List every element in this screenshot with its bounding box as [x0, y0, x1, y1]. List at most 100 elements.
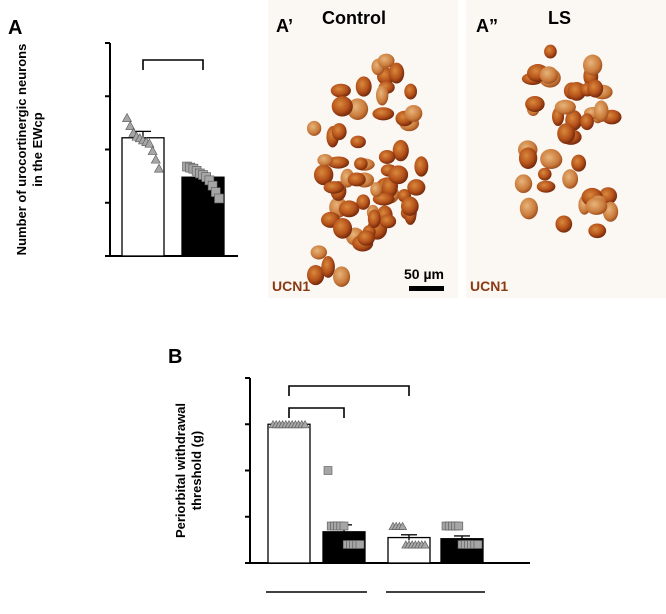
stained-neuron [544, 44, 557, 59]
micrograph-control-corner-label: A’ [276, 16, 293, 36]
y-axis-label-line: threshold (g) [189, 431, 204, 510]
stained-neuron [357, 230, 375, 246]
micrograph-ls-cells [514, 44, 622, 239]
stained-neuron [378, 149, 396, 164]
stained-neuron [585, 197, 608, 215]
data-point [420, 540, 430, 549]
stained-neuron [537, 167, 552, 181]
y-axis-label-line: Periorbital withdrawal [173, 403, 188, 538]
stained-neuron [370, 182, 383, 198]
data-point [398, 521, 408, 530]
bar [267, 423, 311, 564]
data-point [323, 466, 333, 475]
chart-a: Number of urocortinergic neuronsin the E… [14, 42, 238, 257]
stained-neuron [350, 135, 366, 149]
stained-neuron [379, 214, 397, 229]
stained-neuron [571, 154, 587, 172]
micrograph-control-cells [306, 53, 429, 287]
stained-neuron [392, 139, 409, 162]
stained-neuron [562, 169, 579, 189]
micrograph-control: A’ Control UCN1 50 µm [268, 0, 458, 298]
stained-neuron [356, 194, 371, 210]
stained-neuron [338, 200, 360, 218]
stained-neuron [333, 266, 351, 287]
data-point [214, 193, 224, 204]
stained-neuron [375, 85, 389, 106]
chart-b: Periorbital withdrawalthreshold (g) [173, 377, 530, 593]
y-axis-label: Periorbital withdrawalthreshold (g) [173, 403, 204, 538]
micrograph-ls-stain-label: UCN1 [470, 278, 508, 294]
data-point [473, 540, 483, 549]
stained-neuron [404, 83, 418, 100]
stained-neuron [518, 147, 538, 169]
stained-neuron [414, 156, 429, 177]
stained-neuron [327, 156, 350, 169]
stained-neuron [323, 181, 345, 194]
stained-neuron [317, 153, 333, 167]
bar [121, 137, 165, 257]
stained-neuron [347, 172, 366, 187]
data-point [153, 163, 165, 173]
micrograph-control-stain-label: UCN1 [272, 278, 310, 294]
data-point [121, 112, 133, 122]
significance-bracket [288, 385, 410, 396]
stained-neuron [354, 157, 368, 171]
significance-bracket [142, 59, 204, 70]
stained-neuron [519, 197, 538, 220]
micrograph-ls-background [466, 0, 666, 298]
stained-neuron [330, 83, 351, 98]
stained-neuron [514, 174, 533, 194]
micrograph-ls: A” LS UCN1 [466, 0, 666, 298]
stained-neuron [404, 104, 423, 122]
stained-neuron [555, 215, 573, 233]
data-point [125, 120, 136, 130]
stained-neuron [331, 123, 347, 141]
y-axis-label: Number of urocortinergic neuronsin the E… [14, 44, 45, 256]
data-point [300, 420, 310, 429]
panel-letter-b: B [168, 346, 182, 368]
micrograph-scalebar-label: 50 µm [404, 266, 444, 282]
stained-neuron [331, 96, 353, 117]
stained-neuron [310, 245, 328, 260]
stained-neuron [313, 164, 334, 186]
stained-neuron [580, 113, 594, 131]
stained-neuron [321, 256, 335, 278]
data-point [339, 521, 349, 531]
stained-neuron [372, 107, 395, 121]
stained-neuron [333, 217, 353, 239]
micrograph-ls-title: LS [548, 8, 571, 28]
stained-neuron [355, 76, 372, 97]
micrograph-control-title: Control [322, 8, 386, 28]
stained-neuron [540, 150, 563, 169]
stained-neuron [377, 53, 395, 68]
stained-neuron [587, 79, 604, 98]
y-axis-label-line: in the EWcp [30, 112, 45, 186]
stained-neuron [367, 209, 381, 229]
data-point [147, 145, 158, 155]
data-point [454, 521, 464, 531]
stained-neuron [539, 66, 558, 84]
stained-neuron [525, 96, 545, 113]
stained-neuron [588, 223, 607, 239]
significance-bracket [288, 407, 345, 418]
stained-neuron [557, 123, 576, 144]
data-point [355, 540, 365, 549]
y-axis-label-line: Number of urocortinergic neurons [14, 44, 29, 256]
stained-neuron [407, 179, 426, 196]
micrograph-control-background [268, 0, 458, 298]
stained-neuron [582, 54, 603, 76]
stained-neuron [593, 100, 609, 123]
stained-neuron [554, 99, 576, 115]
data-point [150, 154, 161, 164]
micrograph-scalebar [409, 286, 444, 291]
data-point [144, 138, 155, 148]
stained-neuron [306, 120, 322, 136]
stained-neuron [536, 180, 556, 193]
micrograph-ls-corner-label: A” [476, 16, 498, 36]
stained-neuron [400, 196, 419, 216]
stained-neuron [388, 165, 409, 185]
panel-letter-a: A [8, 17, 22, 39]
stained-neuron [307, 264, 325, 286]
stained-neuron [388, 62, 405, 84]
